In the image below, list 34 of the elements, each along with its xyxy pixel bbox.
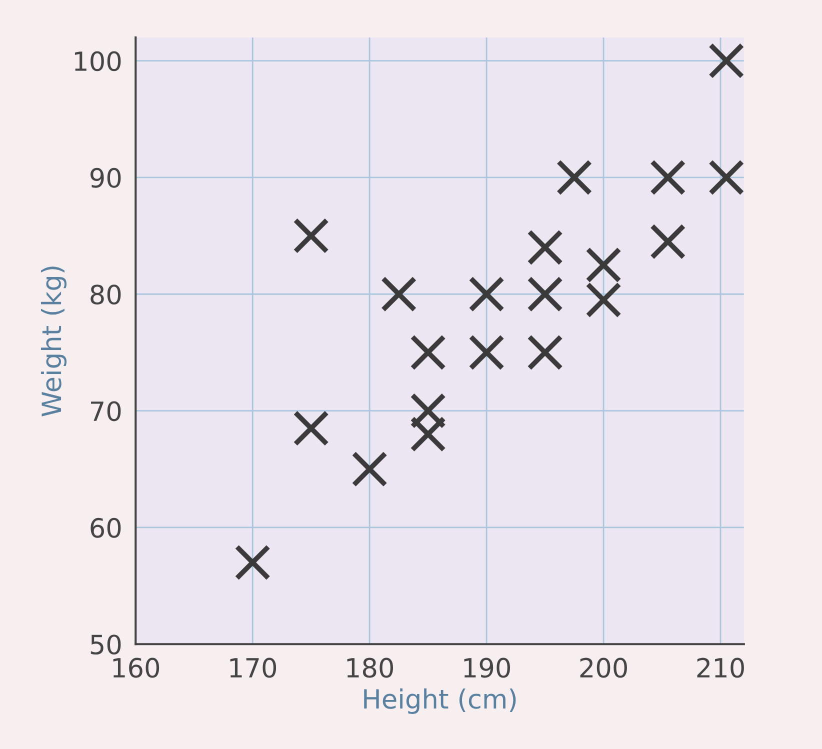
point [650,224,686,260]
point [293,410,330,446]
y-tick-label: 80 [90,284,121,305]
point [293,218,330,254]
y-tick-label: 90 [90,168,121,188]
x-tick-label: 190 [464,658,510,678]
point [708,42,744,79]
x-tick-label: 210 [697,658,744,678]
point [708,159,744,196]
point [410,416,446,452]
point [527,334,564,370]
point [650,159,686,196]
y-axis-title: Weight (kg) [40,266,67,416]
point [468,334,505,370]
point [410,334,446,370]
x-axis-title: Height (cm) [364,688,516,714]
point [527,230,564,266]
point [586,282,622,318]
x-tick-label: 160 [113,658,160,678]
y-tick-label: 60 [90,518,121,538]
x-tick-label: 170 [230,658,276,678]
y-tick-label: 50 [90,634,121,655]
y-tick-label: 100 [74,51,121,72]
point [556,159,592,196]
point [352,451,388,488]
point [234,544,271,580]
point [586,247,622,283]
point [410,392,446,429]
point [527,276,564,312]
point [468,276,505,312]
x-tick-label: 180 [347,658,394,678]
y-tick-label: 70 [91,401,121,422]
x-tick-label: 200 [580,658,627,678]
point [380,276,417,312]
